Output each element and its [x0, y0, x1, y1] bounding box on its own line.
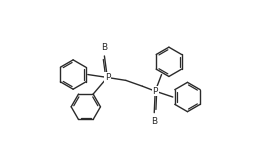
Text: B: B: [101, 43, 107, 52]
Text: B: B: [151, 117, 157, 126]
Text: P: P: [153, 87, 158, 96]
Text: P: P: [105, 73, 110, 82]
